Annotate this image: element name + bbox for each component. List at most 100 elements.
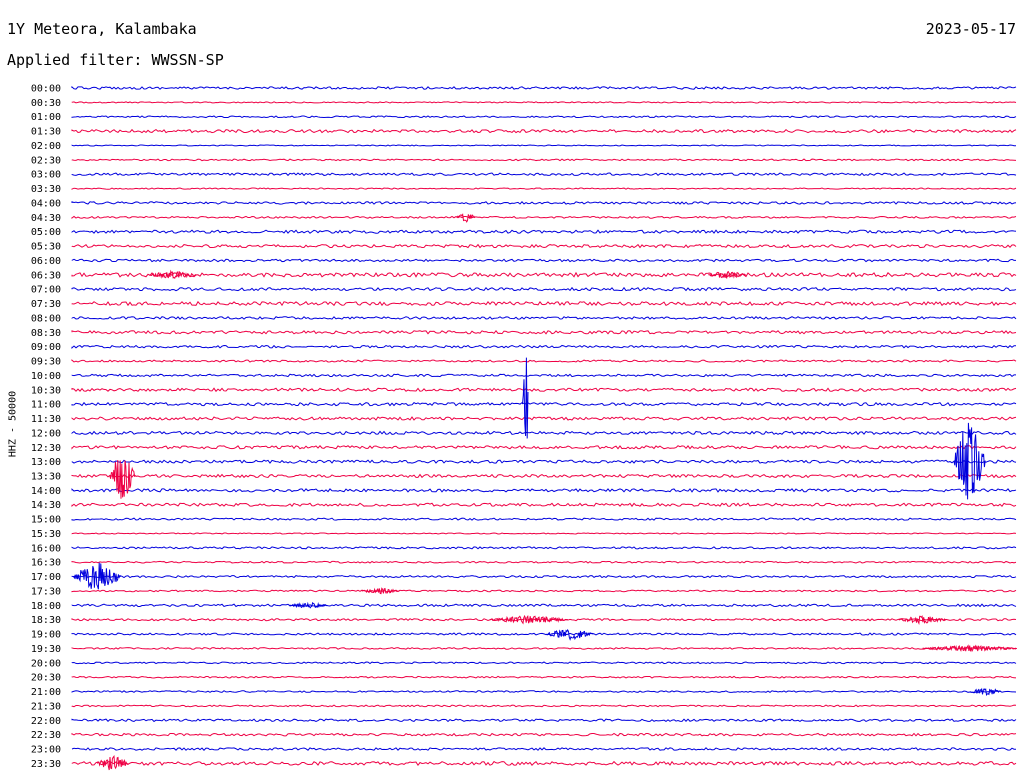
- trace-line: [72, 87, 1016, 89]
- trace-line: [72, 705, 1016, 707]
- seismic-event: [954, 423, 985, 500]
- trace-line: [72, 102, 1016, 103]
- trace-line: [72, 288, 1016, 291]
- seismic-event: [149, 271, 196, 278]
- time-label: 04:30: [31, 213, 61, 224]
- trace-line: [72, 662, 1016, 664]
- trace-line: [72, 188, 1016, 189]
- trace-line: [72, 273, 1016, 277]
- time-label: 20:30: [31, 673, 61, 684]
- trace-line: [72, 331, 1016, 334]
- time-label: 23:30: [31, 759, 61, 770]
- trace-line: [72, 388, 1016, 391]
- time-label: 22:30: [31, 730, 61, 741]
- time-label: 10:00: [31, 371, 61, 382]
- trace-line: [72, 374, 1016, 376]
- trace-line: [72, 345, 1016, 347]
- seismic-event: [546, 630, 593, 639]
- time-label: 16:30: [31, 558, 61, 569]
- trace-line: [72, 518, 1016, 520]
- events: [74, 215, 1017, 770]
- trace-line: [72, 676, 1016, 678]
- trace-line: [72, 245, 1016, 248]
- trace-line: [72, 145, 1016, 146]
- time-label: 06:00: [31, 256, 61, 267]
- trace-line: [72, 475, 1016, 478]
- trace-line: [72, 202, 1016, 204]
- trace-line: [72, 159, 1016, 161]
- time-label: 09:30: [31, 357, 61, 368]
- trace-line: [72, 230, 1016, 233]
- time-label: 03:00: [31, 170, 61, 181]
- time-label: 14:00: [31, 486, 61, 497]
- trace-line: [72, 733, 1016, 735]
- time-label: 21:00: [31, 687, 61, 698]
- time-label: 08:30: [31, 328, 61, 339]
- time-label: 11:00: [31, 400, 61, 411]
- trace-line: [72, 762, 1016, 766]
- time-label: 02:30: [31, 155, 61, 166]
- seismic-event: [523, 358, 529, 439]
- trace-line: [72, 360, 1016, 362]
- time-labels: 00:00 00:30 01:00 01:30 02:00 02:30 03:00 03:30…: [31, 84, 61, 770]
- trace-line: [72, 561, 1016, 563]
- trace-line: [72, 417, 1016, 420]
- trace-line: [72, 431, 1016, 434]
- time-label: 02:00: [31, 141, 61, 152]
- time-label: 14:30: [31, 500, 61, 511]
- time-label: 05:00: [31, 227, 61, 238]
- time-label: 07:00: [31, 285, 61, 296]
- time-label: 15:00: [31, 515, 61, 526]
- time-label: 17:00: [31, 572, 61, 583]
- trace-line: [72, 259, 1016, 261]
- seismic-event: [74, 563, 121, 589]
- trace-line: [72, 403, 1016, 406]
- seismic-event: [110, 460, 135, 499]
- time-label: 01:30: [31, 127, 61, 138]
- time-label: 08:00: [31, 313, 61, 324]
- trace-line: [72, 173, 1016, 175]
- time-label: 22:00: [31, 716, 61, 727]
- time-label: 00:00: [31, 84, 61, 95]
- time-label: 07:30: [31, 299, 61, 310]
- trace-line: [72, 130, 1016, 133]
- time-label: 21:30: [31, 701, 61, 712]
- time-label: 19:00: [31, 630, 61, 641]
- trace-line: [72, 216, 1016, 218]
- seismic-event: [456, 215, 474, 222]
- time-label: 01:00: [31, 112, 61, 123]
- trace-line: [72, 633, 1016, 635]
- time-label: 19:30: [31, 644, 61, 655]
- time-label: 20:00: [31, 658, 61, 669]
- time-label: 06:30: [31, 270, 61, 281]
- trace-line: [72, 719, 1016, 721]
- time-label: 12:00: [31, 428, 61, 439]
- trace-line: [72, 604, 1016, 606]
- time-label: 18:30: [31, 615, 61, 626]
- traces: [72, 87, 1016, 765]
- trace-line: [72, 648, 1016, 650]
- trace-line: [72, 547, 1016, 549]
- trace-line: [72, 533, 1016, 534]
- time-label: 00:30: [31, 98, 61, 109]
- trace-line: [72, 489, 1016, 492]
- time-label: 23:00: [31, 745, 61, 756]
- time-label: 18:00: [31, 601, 61, 612]
- time-label: 10:30: [31, 385, 61, 396]
- time-label: 16:00: [31, 543, 61, 554]
- trace-line: [72, 503, 1016, 506]
- time-label: 03:30: [31, 184, 61, 195]
- trace-line: [72, 576, 1016, 578]
- trace-line: [72, 446, 1016, 449]
- time-label: 11:30: [31, 414, 61, 425]
- trace-line: [72, 590, 1016, 592]
- trace-line: [72, 302, 1016, 306]
- time-label: 12:30: [31, 443, 61, 454]
- time-label: 15:30: [31, 529, 61, 540]
- trace-line: [72, 116, 1016, 118]
- trace-line: [72, 691, 1016, 693]
- time-label: 13:30: [31, 471, 61, 482]
- trace-line: [72, 317, 1016, 319]
- time-label: 05:30: [31, 242, 61, 253]
